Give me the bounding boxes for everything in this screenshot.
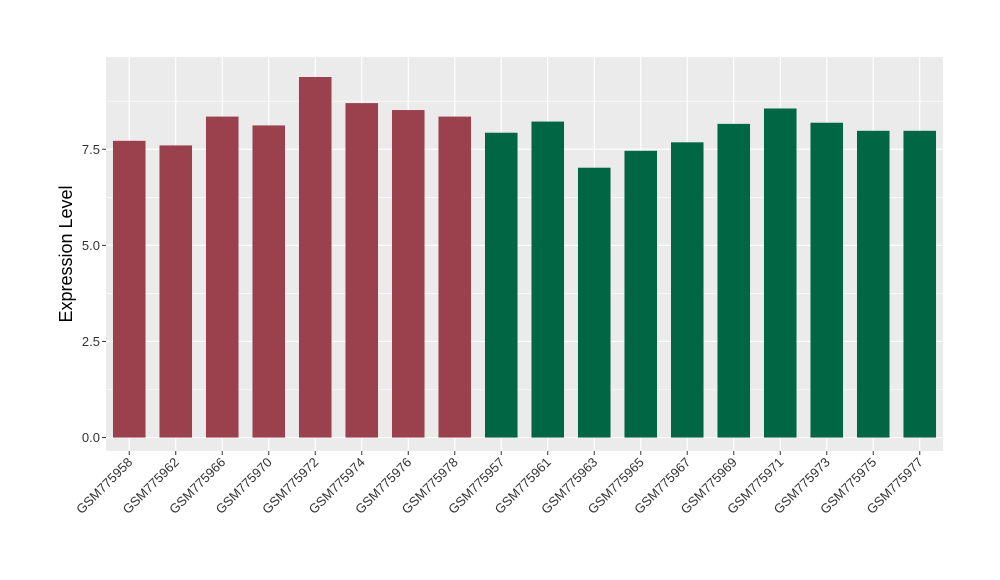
bar-GSM775969 — [717, 123, 751, 438]
bar-GSM775963 — [577, 167, 611, 438]
y-axis-title: Expression Level — [56, 185, 76, 322]
bar-GSM775958 — [112, 140, 146, 438]
bar-GSM775976 — [391, 110, 425, 438]
bar-GSM775970 — [252, 125, 286, 438]
bar-GSM775961 — [531, 121, 565, 438]
y-tick-label: 0.0 — [82, 430, 100, 445]
bar-GSM775973 — [810, 122, 844, 438]
y-tick-label: 7.5 — [82, 142, 100, 157]
bars — [112, 76, 937, 438]
bar-GSM775971 — [763, 108, 797, 438]
x-axis: GSM775958GSM775962GSM775966GSM775970GSM7… — [73, 451, 926, 517]
bar-GSM775974 — [345, 103, 379, 438]
bar-GSM775975 — [856, 130, 890, 438]
y-tick-label: 5.0 — [82, 238, 100, 253]
bar-GSM775962 — [159, 145, 193, 438]
bar-GSM775965 — [624, 150, 658, 438]
y-axis: 0.0 2.5 5.0 7.5 — [82, 142, 106, 445]
bar-GSM775957 — [484, 132, 518, 438]
bar-GSM775966 — [205, 116, 239, 438]
minor-gridlines — [106, 100, 943, 390]
bar-GSM775972 — [298, 76, 332, 438]
bar-GSM775978 — [438, 116, 472, 438]
y-tick-label: 2.5 — [82, 334, 100, 349]
panel-background — [106, 57, 943, 451]
bar-GSM775967 — [670, 142, 704, 438]
bar-GSM775977 — [903, 130, 937, 438]
